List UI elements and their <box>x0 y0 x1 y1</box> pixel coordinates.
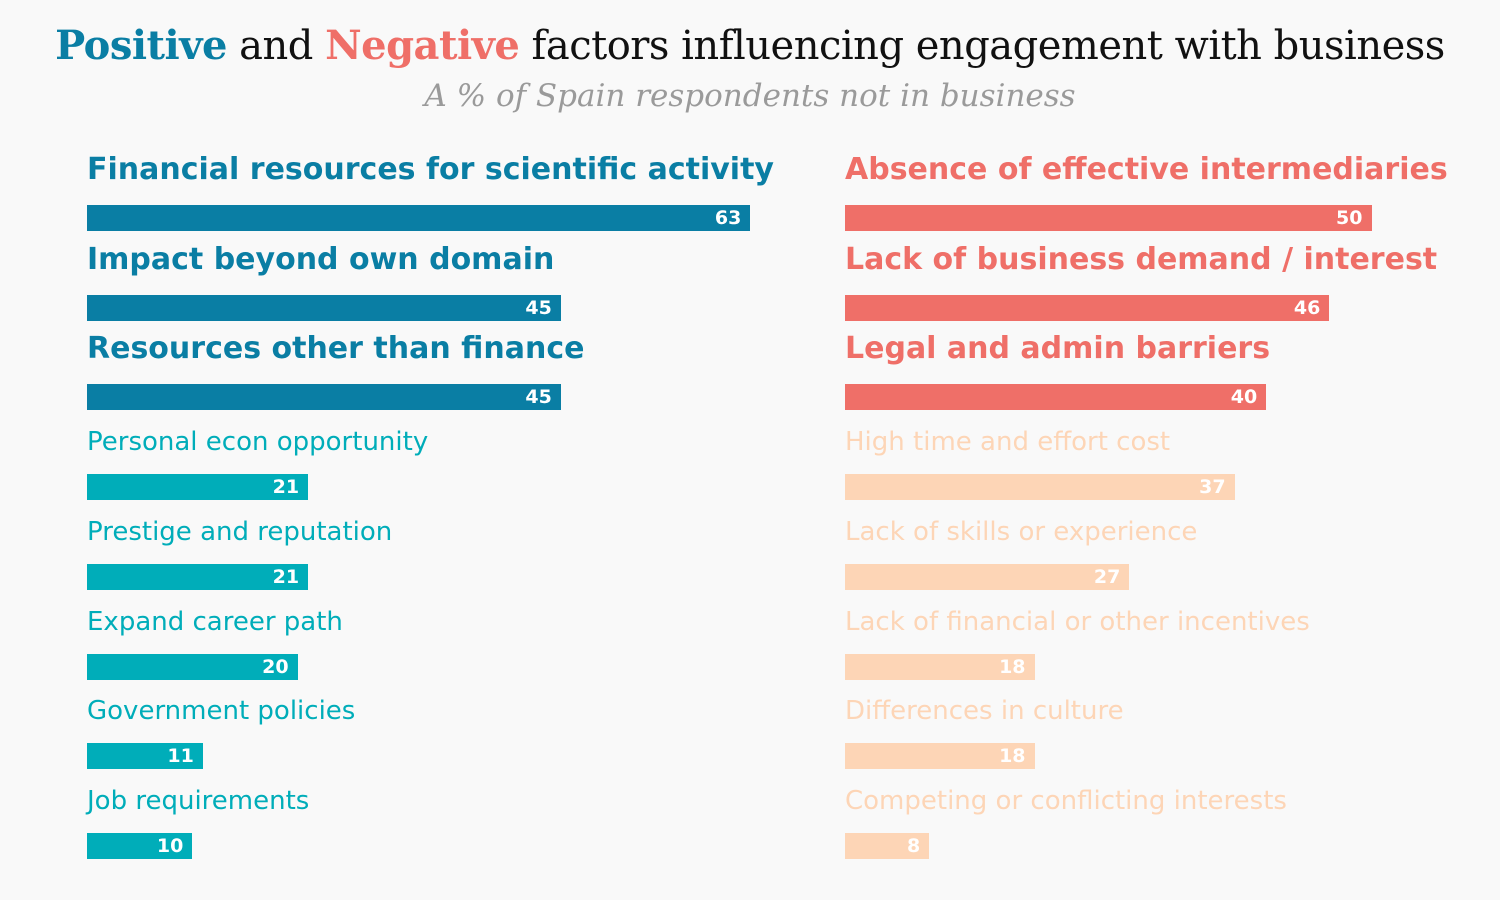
chart-subtitle: A % of Spain respondents not in business <box>424 78 1076 114</box>
positive-bar: 11 <box>87 743 203 770</box>
negative-factors-chart: Absence of effective intermediaries 50 Lac… <box>845 150 1500 870</box>
positive-category-label: Impact beyond own domain <box>87 241 555 277</box>
positive-category-label: Resources other than finance <box>87 331 585 367</box>
negative-bar: 18 <box>845 743 1035 770</box>
positive-category-label: Prestige and reputation <box>87 516 393 547</box>
title-connector: and <box>226 23 326 69</box>
positive-value-label: 10 <box>156 834 184 857</box>
negative-row: Absence of effective intermediaries 50 <box>845 150 1500 240</box>
positive-category-label: Personal econ opportunity <box>87 427 429 458</box>
positive-category-label: Government policies <box>87 696 356 727</box>
negative-bar: 8 <box>845 832 930 859</box>
positive-value-label: 63 <box>714 207 742 229</box>
positive-row: Expand career path 20 <box>87 599 787 689</box>
negative-bar: 37 <box>845 474 1235 501</box>
negative-value-label: 50 <box>1336 207 1363 229</box>
positive-category-label: Job requirements <box>87 785 310 816</box>
negative-value-label: 27 <box>1093 565 1121 588</box>
positive-value-label: 21 <box>272 565 300 588</box>
positive-bar: 45 <box>87 294 561 321</box>
negative-category-label: Absence of effective intermediaries <box>845 152 1448 187</box>
positive-bar: 63 <box>87 205 751 231</box>
positive-bar: 10 <box>87 832 193 859</box>
negative-row: Competing or conflicting interests 8 <box>845 778 1500 868</box>
positive-value-label: 45 <box>525 386 552 409</box>
negative-bar: 46 <box>845 294 1330 321</box>
negative-category-label: Lack of financial or other incentives <box>845 606 1310 637</box>
positive-row: Job requirements 10 <box>87 778 787 868</box>
positive-bar: 21 <box>87 563 309 590</box>
negative-value-label: 46 <box>1293 296 1321 319</box>
negative-category-label: Legal and admin barriers <box>845 331 1271 367</box>
negative-category-label: Lack of business demand / interest <box>845 241 1438 277</box>
title-rest: factors influencing engagement with busi… <box>519 23 1446 69</box>
positive-bar: 45 <box>87 384 561 411</box>
positive-row: Resources other than finance 45 <box>87 329 787 419</box>
positive-value-label: 11 <box>167 745 194 768</box>
negative-row: Lack of business demand / interest 46 <box>845 240 1500 330</box>
negative-bar: 18 <box>845 653 1035 680</box>
negative-row: Differences in culture 18 <box>845 688 1500 778</box>
positive-row: Personal econ opportunity 21 <box>87 419 787 509</box>
positive-row: Financial resources for scientific activ… <box>87 150 787 240</box>
negative-row: Legal and admin barriers 40 <box>845 329 1500 419</box>
positive-row: Government policies 11 <box>87 688 787 778</box>
negative-bar: 27 <box>845 563 1130 590</box>
negative-category-label: High time and effort cost <box>845 427 1171 458</box>
negative-category-label: Lack of skills or experience <box>845 516 1198 547</box>
negative-row: High time and effort cost 37 <box>845 419 1500 509</box>
positive-factors-chart: Financial resources for scientific activ… <box>87 150 787 870</box>
negative-value-label: 18 <box>999 745 1026 768</box>
positive-row: Impact beyond own domain 45 <box>87 240 787 330</box>
positive-category-label: Expand career path <box>87 606 343 637</box>
negative-row: Lack of skills or experience 27 <box>845 509 1500 599</box>
negative-category-label: Differences in culture <box>845 696 1124 727</box>
negative-value-label: 18 <box>999 655 1026 678</box>
positive-bar: 20 <box>87 653 298 680</box>
positive-category-label: Financial resources for scientific activ… <box>87 152 774 187</box>
negative-value-label: 40 <box>1230 386 1258 409</box>
negative-value-label: 8 <box>907 834 921 857</box>
title-negative-word: Negative <box>325 22 520 69</box>
chart-title: Positive and Negative factors influencin… <box>0 22 1500 69</box>
positive-value-label: 45 <box>525 296 552 319</box>
negative-value-label: 37 <box>1199 476 1226 499</box>
negative-bar: 50 <box>845 205 1372 231</box>
positive-row: Prestige and reputation 21 <box>87 509 787 599</box>
positive-value-label: 20 <box>262 655 289 678</box>
negative-category-label: Competing or conflicting interests <box>845 785 1287 816</box>
positive-value-label: 21 <box>272 476 300 499</box>
negative-bar: 40 <box>845 384 1267 411</box>
positive-bar: 21 <box>87 474 309 501</box>
negative-row: Lack of financial or other incentives 18 <box>845 599 1500 689</box>
title-positive-word: Positive <box>55 22 227 69</box>
